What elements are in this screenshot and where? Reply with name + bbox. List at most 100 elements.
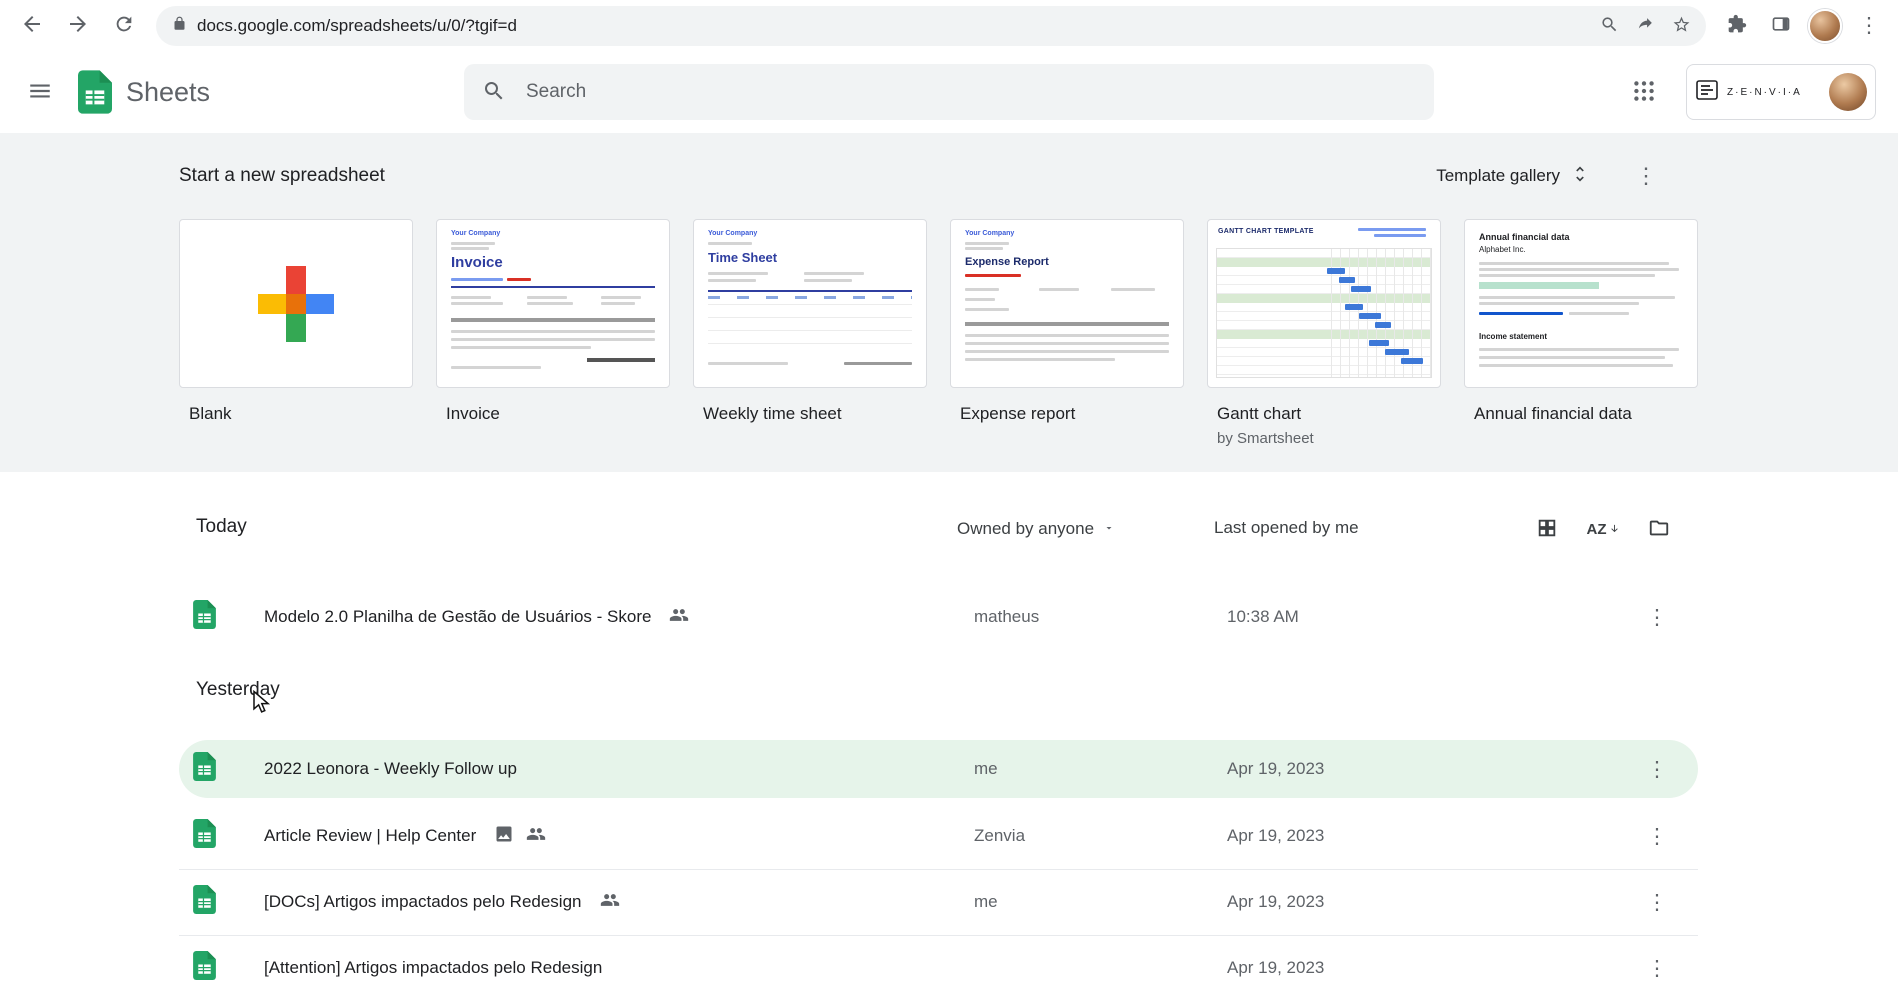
blank-thumbnail bbox=[179, 219, 413, 388]
url-text: docs.google.com/spreadsheets/u/0/?tgif=d bbox=[197, 15, 517, 35]
template-card-blank[interactable]: Blank bbox=[179, 219, 413, 447]
side-panel-icon bbox=[1771, 14, 1791, 37]
file-row[interactable]: [DOCs] Artigos impactados pelo Redesign … bbox=[179, 873, 1698, 931]
sheets-logo-icon[interactable] bbox=[78, 70, 112, 114]
sheets-file-icon bbox=[193, 600, 216, 634]
template-gallery-button[interactable]: Template gallery bbox=[1426, 156, 1600, 197]
file-title: 2022 Leonora - Weekly Follow up bbox=[264, 759, 517, 778]
template-section-title: Start a new spreadsheet bbox=[179, 165, 385, 186]
apps-grid-icon bbox=[1631, 78, 1657, 107]
caret-down-icon bbox=[1103, 519, 1115, 539]
app-title[interactable]: Sheets bbox=[126, 76, 211, 107]
owned-by-filter[interactable]: Owned by anyone bbox=[951, 513, 1121, 545]
folder-icon bbox=[1648, 517, 1670, 542]
template-card-weekly-time-sheet[interactable]: Your Company Time Sheet Weekly time shee… bbox=[693, 219, 927, 447]
file-more-button[interactable]: ⋮ bbox=[1637, 816, 1677, 856]
template-options-button[interactable]: ⋮ bbox=[1626, 156, 1666, 196]
main-menu-button[interactable] bbox=[16, 68, 64, 116]
annual-financial-thumbnail: Annual financial data Alphabet Inc. Inco… bbox=[1464, 219, 1698, 388]
grid-view-icon bbox=[1536, 517, 1558, 542]
file-row-selected[interactable]: 2022 Leonora - Weekly Follow up me Apr 1… bbox=[179, 740, 1698, 798]
profile-avatar[interactable] bbox=[1829, 73, 1867, 111]
google-apps-button[interactable] bbox=[1622, 70, 1666, 114]
template-label: Gantt chart bbox=[1217, 404, 1302, 423]
account-switcher[interactable]: Z·E·N·V·I·A bbox=[1686, 64, 1876, 120]
file-owner: me bbox=[974, 892, 998, 911]
bookmark-button[interactable] bbox=[1664, 9, 1698, 43]
grid-view-button[interactable] bbox=[1526, 508, 1568, 550]
extensions-button[interactable] bbox=[1718, 7, 1756, 45]
forward-arrow-icon bbox=[66, 12, 90, 39]
browser-avatar bbox=[1808, 8, 1842, 43]
browser-menu-button[interactable]: ⋮ bbox=[1850, 7, 1888, 45]
share-button[interactable] bbox=[1628, 9, 1662, 43]
sheets-file-icon bbox=[193, 885, 216, 919]
new-file-plus-icon bbox=[258, 265, 334, 342]
template-label: Weekly time sheet bbox=[703, 404, 842, 423]
share-icon bbox=[1636, 15, 1655, 37]
back-button[interactable] bbox=[10, 4, 54, 48]
time-sheet-thumbnail: Your Company Time Sheet bbox=[693, 219, 927, 388]
template-card-gantt-chart[interactable]: GANTT CHART TEMPLATE bbox=[1207, 219, 1441, 447]
puzzle-icon bbox=[1727, 14, 1747, 37]
open-file-picker-button[interactable] bbox=[1638, 508, 1680, 550]
gantt-chart-thumbnail: GANTT CHART TEMPLATE bbox=[1207, 219, 1441, 388]
sheets-file-icon bbox=[193, 752, 216, 786]
last-opened-sort-label[interactable]: Last opened by me bbox=[1214, 518, 1359, 537]
side-panel-button[interactable] bbox=[1762, 7, 1800, 45]
hamburger-icon bbox=[27, 78, 53, 107]
file-row[interactable]: Modelo 2.0 Planilha de Gestão de Usuário… bbox=[179, 588, 1698, 646]
file-more-button[interactable]: ⋮ bbox=[1637, 597, 1677, 637]
magnifier-icon bbox=[1600, 15, 1619, 37]
invoice-thumbnail: Your Company Invoice bbox=[436, 219, 670, 388]
template-section: Start a new spreadsheet Template gallery… bbox=[0, 133, 1898, 472]
sort-az-icon: AZ bbox=[1586, 520, 1607, 538]
lock-icon bbox=[172, 16, 187, 36]
row-divider bbox=[179, 935, 1698, 936]
template-card-annual-financial-data[interactable]: Annual financial data Alphabet Inc. Inco… bbox=[1464, 219, 1698, 447]
browser-chrome: docs.google.com/spreadsheets/u/0/?tgif=d… bbox=[0, 0, 1898, 52]
file-opened-date: Apr 19, 2023 bbox=[1227, 826, 1325, 845]
file-owner: Zenvia bbox=[974, 826, 1026, 845]
template-card-expense-report[interactable]: Your Company Expense Report Expense repo… bbox=[950, 219, 1184, 447]
reload-icon bbox=[113, 13, 135, 38]
unfold-more-icon bbox=[1570, 164, 1590, 189]
template-sublabel: by Smartsheet bbox=[1217, 430, 1314, 447]
file-title: Modelo 2.0 Planilha de Gestão de Usuário… bbox=[264, 607, 652, 626]
file-more-button[interactable]: ⋮ bbox=[1637, 948, 1677, 988]
expense-report-thumbnail: Your Company Expense Report bbox=[950, 219, 1184, 388]
template-label: Annual financial data bbox=[1474, 404, 1632, 423]
address-bar[interactable]: docs.google.com/spreadsheets/u/0/?tgif=d bbox=[156, 5, 1706, 46]
file-more-button[interactable]: ⋮ bbox=[1637, 749, 1677, 789]
star-icon bbox=[1672, 15, 1691, 37]
app-header: Sheets Z·E·N·V·I·A bbox=[0, 51, 1898, 133]
search-icon bbox=[482, 79, 506, 106]
search-input[interactable] bbox=[524, 80, 1434, 104]
file-title: [DOCs] Artigos impactados pelo Redesign bbox=[264, 892, 582, 911]
file-row[interactable]: Article Review | Help Center Zenvia Apr … bbox=[179, 807, 1698, 865]
sheets-file-icon bbox=[193, 819, 216, 853]
search-bar bbox=[464, 64, 1434, 120]
section-header-today: Today bbox=[196, 516, 247, 537]
search-submit-button[interactable] bbox=[464, 64, 524, 120]
file-opened-date: Apr 19, 2023 bbox=[1227, 759, 1325, 778]
sort-arrow-icon bbox=[1609, 521, 1620, 538]
shared-people-icon bbox=[526, 824, 546, 849]
template-card-invoice[interactable]: Your Company Invoice Invoi bbox=[436, 219, 670, 447]
browser-profile-button[interactable] bbox=[1806, 7, 1844, 45]
forward-button[interactable] bbox=[56, 4, 100, 48]
reload-button[interactable] bbox=[102, 4, 146, 48]
sort-button[interactable]: AZ bbox=[1582, 508, 1624, 550]
file-opened-date: Apr 19, 2023 bbox=[1227, 958, 1325, 977]
image-badge-icon bbox=[494, 824, 514, 849]
shared-people-icon bbox=[669, 605, 689, 630]
sheets-file-icon bbox=[193, 951, 216, 985]
zoom-button[interactable] bbox=[1592, 9, 1626, 43]
file-row[interactable]: [Attention] Artigos impactados pelo Rede… bbox=[179, 939, 1698, 997]
back-arrow-icon bbox=[20, 12, 44, 39]
shared-people-icon bbox=[600, 890, 620, 915]
file-list-section: Today Owned by anyone Last opened by me … bbox=[0, 472, 1898, 980]
zenvia-logo-icon bbox=[1695, 78, 1719, 107]
section-header-yesterday: Yesterday bbox=[196, 679, 280, 700]
file-more-button[interactable]: ⋮ bbox=[1637, 882, 1677, 922]
